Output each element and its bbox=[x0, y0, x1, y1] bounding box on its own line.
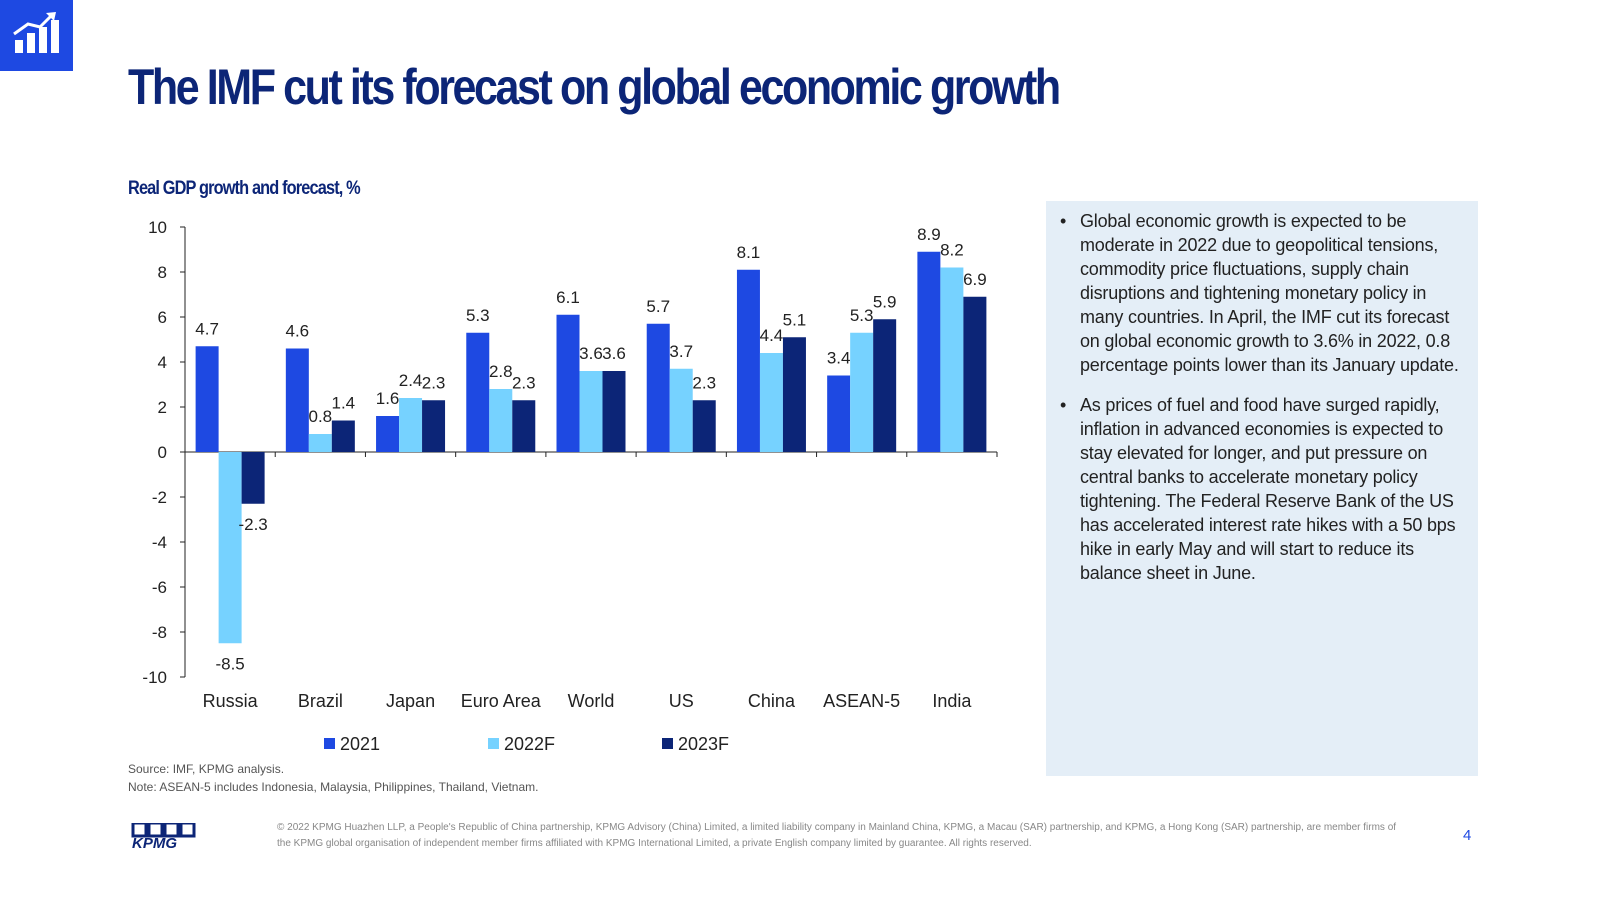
data-label: 2.4 bbox=[399, 371, 423, 390]
bar bbox=[873, 319, 897, 452]
data-label: 2.3 bbox=[512, 373, 536, 392]
bar bbox=[308, 434, 332, 452]
data-label: 2.3 bbox=[422, 373, 446, 392]
bar bbox=[466, 332, 490, 452]
data-label: 8.2 bbox=[940, 241, 964, 260]
data-label: 5.3 bbox=[466, 306, 490, 325]
y-tick-label: 4 bbox=[158, 353, 167, 372]
x-tick-label: Brazil bbox=[298, 691, 343, 711]
data-label: 3.4 bbox=[827, 349, 851, 368]
legend-label: 2023F bbox=[678, 734, 729, 754]
bullet-item: As prices of fuel and food have surged r… bbox=[1060, 393, 1464, 585]
data-label: 6.1 bbox=[556, 288, 580, 307]
bar bbox=[579, 371, 603, 452]
note-text: Note: ASEAN-5 includes Indonesia, Malays… bbox=[128, 780, 539, 794]
y-tick-label: 0 bbox=[158, 443, 167, 462]
bar bbox=[331, 420, 355, 452]
data-label: 6.9 bbox=[963, 270, 987, 289]
page-title: The IMF cut its forecast on global econo… bbox=[128, 59, 1061, 115]
bar bbox=[940, 267, 964, 452]
bar bbox=[669, 368, 693, 452]
data-label: 0.8 bbox=[309, 407, 333, 426]
bar bbox=[285, 348, 309, 452]
bar bbox=[736, 269, 760, 452]
y-tick-label: 6 bbox=[158, 308, 167, 327]
x-tick-label: Euro Area bbox=[461, 691, 542, 711]
y-tick-label: -6 bbox=[152, 578, 167, 597]
data-label: -2.3 bbox=[238, 515, 267, 534]
bar-chart-growth-icon bbox=[13, 12, 59, 53]
y-tick-label: -8 bbox=[152, 623, 167, 642]
bar bbox=[399, 398, 423, 452]
y-tick-label: 2 bbox=[158, 398, 167, 417]
source-text: Source: IMF, KPMG analysis. bbox=[128, 762, 285, 776]
y-tick-label: 8 bbox=[158, 263, 167, 282]
copyright-text: © 2022 KPMG Huazhen LLP, a People's Repu… bbox=[277, 822, 1397, 849]
data-label: 5.9 bbox=[873, 292, 897, 311]
bar-chart: 10 8 6 4 2 0 -2 -4 -6 -8 -10 4.7 -8.5 -2.3 Russia 4.6 0.… bbox=[142, 218, 998, 754]
kpmg-logo: KPMG bbox=[131, 823, 196, 849]
commentary-panel: Global economic growth is expected to be… bbox=[1046, 201, 1478, 776]
data-label: 3.7 bbox=[669, 342, 693, 361]
x-tick-label: US bbox=[669, 691, 694, 711]
x-tick-label: World bbox=[568, 691, 615, 711]
legend-swatch bbox=[324, 738, 335, 749]
data-label: 4.7 bbox=[195, 319, 219, 338]
bar bbox=[963, 296, 987, 452]
bullet-item: Global economic growth is expected to be… bbox=[1060, 209, 1464, 377]
data-label: 1.4 bbox=[332, 394, 356, 413]
y-tick-label: 10 bbox=[148, 218, 167, 237]
bar bbox=[850, 332, 874, 452]
logo-icon-box bbox=[0, 0, 73, 71]
bar bbox=[827, 375, 851, 452]
y-tick-label: -10 bbox=[142, 668, 167, 687]
x-tick-label: Russia bbox=[203, 691, 259, 711]
bar bbox=[241, 452, 265, 504]
x-tick-label: ASEAN-5 bbox=[823, 691, 900, 711]
data-label: 3.6 bbox=[579, 344, 603, 363]
bar bbox=[646, 323, 670, 452]
legend-label: 2021 bbox=[340, 734, 380, 754]
bar bbox=[917, 251, 941, 452]
bar bbox=[602, 371, 626, 452]
data-label: 3.6 bbox=[602, 344, 626, 363]
data-label: -8.5 bbox=[215, 654, 244, 673]
data-label: 8.1 bbox=[737, 243, 761, 262]
bar bbox=[218, 452, 242, 644]
y-tick-label: -4 bbox=[152, 533, 167, 552]
data-label: 5.7 bbox=[646, 297, 670, 316]
data-label: 4.6 bbox=[286, 322, 310, 341]
data-label: 5.1 bbox=[783, 310, 807, 329]
data-label: 4.4 bbox=[760, 326, 784, 345]
bar bbox=[422, 400, 446, 452]
legend-swatch bbox=[662, 738, 673, 749]
bar bbox=[512, 400, 536, 452]
data-label: 2.8 bbox=[489, 362, 513, 381]
bar bbox=[489, 389, 513, 452]
bar bbox=[692, 400, 716, 452]
data-label: 8.9 bbox=[917, 225, 941, 244]
bar bbox=[759, 353, 783, 452]
kpmg-logo-text: KPMG bbox=[132, 835, 177, 849]
legend-label: 2022F bbox=[504, 734, 555, 754]
bar bbox=[782, 337, 806, 452]
bar bbox=[556, 314, 580, 452]
page-number: 4 bbox=[1463, 827, 1472, 844]
source-note: Source: IMF, KPMG analysis. Note: ASEAN-… bbox=[128, 760, 538, 796]
data-label: 2.3 bbox=[692, 373, 716, 392]
x-tick-label: India bbox=[932, 691, 972, 711]
bar bbox=[195, 346, 219, 452]
legend-swatch bbox=[488, 738, 499, 749]
bar bbox=[376, 416, 400, 452]
x-tick-label: Japan bbox=[386, 691, 435, 711]
data-label: 5.3 bbox=[850, 306, 874, 325]
chart-subtitle: Real GDP growth and forecast, % bbox=[128, 178, 361, 199]
x-tick-label: China bbox=[748, 691, 796, 711]
data-label: 1.6 bbox=[376, 389, 400, 408]
bullet-list: Global economic growth is expected to be… bbox=[1054, 209, 1464, 585]
y-tick-label: -2 bbox=[152, 488, 167, 507]
